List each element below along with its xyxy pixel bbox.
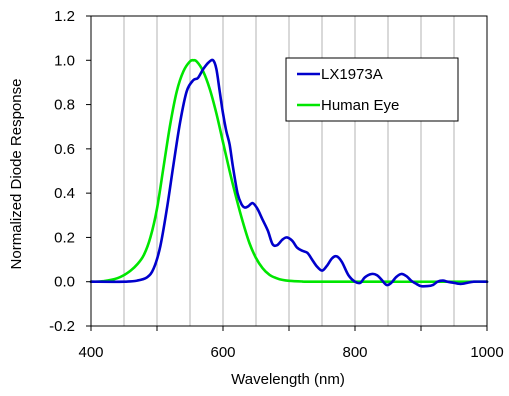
y-tick-label: -0.2 <box>49 318 75 335</box>
x-axis-label: Wavelength (nm) <box>231 371 345 388</box>
plot-lines <box>89 58 489 288</box>
y-tick-label: 0.2 <box>54 229 75 246</box>
y-tick-label: 1.0 <box>54 52 75 69</box>
x-axis-tick-labels: 400 600 800 1000 <box>78 344 503 361</box>
x-tick-label: 1000 <box>470 344 503 361</box>
legend-box <box>285 57 459 122</box>
y-tick-label: 0.8 <box>54 97 75 114</box>
y-tick-label: 0.4 <box>54 185 75 202</box>
x-tick-label: 800 <box>342 344 367 361</box>
legend-label-human-eye: Human Eye <box>321 97 399 114</box>
series-line-lx1973a <box>89 58 489 288</box>
x-tick-label: 600 <box>210 344 235 361</box>
x-tick-label: 400 <box>78 344 103 361</box>
y-axis-tick-labels: -0.2 0.0 0.2 0.4 0.6 0.8 1.0 1.2 <box>49 8 75 335</box>
axis-ticks <box>86 15 488 331</box>
y-axis-label: Normalized Diode Response <box>8 79 25 270</box>
y-tick-label: 0.6 <box>54 141 75 158</box>
legend: LX1973A Human Eye <box>285 57 459 122</box>
legend-label-lx1973a: LX1973A <box>321 66 383 83</box>
y-tick-label: 1.2 <box>54 8 75 25</box>
series-line-human-eye <box>89 58 489 284</box>
y-tick-label: 0.0 <box>54 274 75 291</box>
